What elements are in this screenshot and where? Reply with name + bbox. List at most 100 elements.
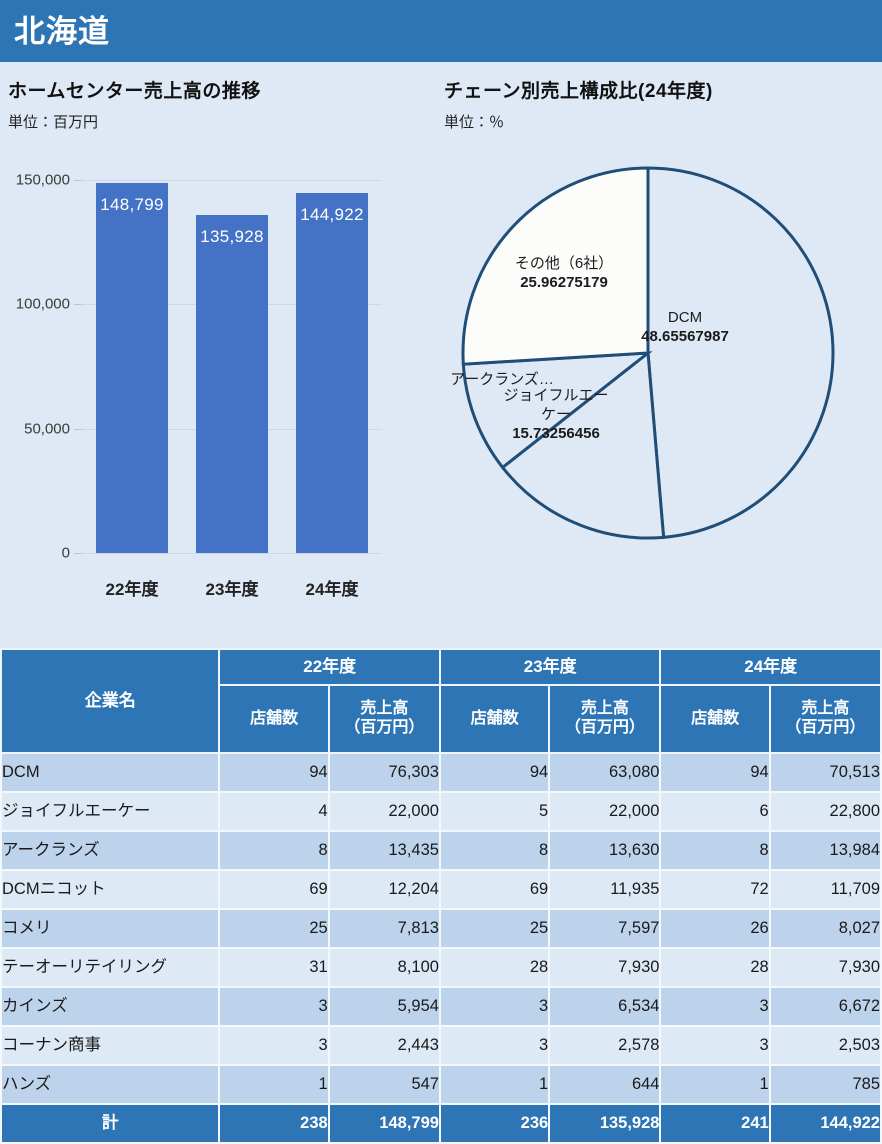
table-header-sales-24: 売上高 （百万円） — [768, 684, 882, 754]
cell-store-count: 72 — [659, 869, 771, 910]
cell-total-store-count: 241 — [659, 1103, 771, 1144]
bar-chart-tick — [74, 428, 82, 430]
pie-label-name: アークランズ… — [450, 371, 554, 388]
sub-line1: 店舗数 — [250, 709, 299, 727]
table-row: テーオーリテイリング 31 8,100 28 7,930 28 7,930 — [0, 947, 882, 988]
table-row-total: 計 238 148,799 236 135,928 241 144,922 — [0, 1103, 882, 1144]
bar-chart-tick — [74, 553, 82, 554]
pie-label-value: 48.65567987 — [641, 328, 729, 346]
cell-sales-amount: 22,000 — [327, 791, 441, 832]
pie-label-other: その他（6社） 25.96275179 — [474, 254, 654, 292]
bar-chart-unit: 単位：百万円 — [8, 114, 99, 131]
cell-sales-amount: 13,630 — [548, 830, 662, 871]
table-row: コメリ 25 7,813 25 7,597 26 8,027 — [0, 908, 882, 949]
cell-company-name: DCM — [0, 752, 221, 793]
table-row: コーナン商事 3 2,443 3 2,578 3 2,503 — [0, 1025, 882, 1066]
cell-sales-amount: 2,503 — [768, 1025, 882, 1066]
pie-chart-unit: 単位：％ — [444, 114, 505, 131]
bar-chart-bar[interactable]: 148,799 — [96, 183, 168, 553]
cell-sales-amount: 7,813 — [327, 908, 441, 949]
bar-chart-bar[interactable]: 144,922 — [296, 192, 368, 553]
cell-store-count: 3 — [218, 986, 330, 1027]
cell-store-count: 94 — [218, 752, 330, 793]
cell-sales-amount: 70,513 — [768, 752, 882, 793]
pie-slice[interactable] — [646, 166, 835, 539]
pie-slice[interactable] — [500, 350, 666, 540]
bar-chart-title: ホームセンター売上高の推移 — [8, 81, 261, 102]
cell-store-count: 3 — [438, 986, 551, 1027]
table-header-stores-23: 店舗数 — [438, 684, 551, 754]
pie-label-dcm: DCM 48.65567987 — [620, 308, 750, 346]
cell-store-count: 8 — [438, 830, 551, 871]
pie-chart-svg — [461, 166, 835, 540]
table-body: DCM 94 76,303 94 63,080 94 70,513 ジョイフルエーケー 4 22,… — [0, 752, 882, 1144]
cell-store-count: 94 — [438, 752, 551, 793]
pie-slice[interactable] — [461, 351, 653, 470]
bar-chart-tick — [74, 180, 82, 181]
bar-chart-gridline — [82, 553, 382, 554]
bar-chart-tick — [74, 304, 82, 306]
bar-category-label: 22年度 — [105, 580, 159, 599]
cell-company-name: コーナン商事 — [0, 1025, 221, 1066]
bar-rect — [296, 192, 368, 553]
pie-label-name: その他（6社） — [514, 255, 614, 272]
sales-table: 企業名 22年度 23年度 24年度 店舗数 売上高 （百万円） 店舗数 売上高… — [0, 648, 882, 1144]
bar-chart-y-tick-label: 50,000 — [24, 420, 70, 438]
cell-store-count: 1 — [438, 1064, 551, 1105]
cell-total-store-count: 238 — [218, 1103, 330, 1144]
pie-slice[interactable] — [461, 166, 650, 366]
cell-sales-amount: 12,204 — [327, 869, 441, 910]
cell-store-count: 69 — [218, 869, 330, 910]
bar-chart-plot: 0 50,000 100,000 150,000 148,799 22年度 135,928 2… — [0, 162, 438, 648]
cell-store-count: 3 — [659, 986, 771, 1027]
table-row: ジョイフルエーケー 4 22,000 5 22,000 6 22,800 — [0, 791, 882, 832]
cell-sales-amount: 63,080 — [548, 752, 662, 793]
cell-sales-amount: 22,800 — [768, 791, 882, 832]
cell-sales-amount: 11,935 — [548, 869, 662, 910]
cell-sales-amount: 7,930 — [548, 947, 662, 988]
cell-sales-amount: 547 — [327, 1064, 441, 1105]
cell-sales-amount: 76,303 — [327, 752, 441, 793]
bar-chart-y-tick-label: 100,000 — [15, 295, 70, 313]
cell-company-name: カインズ — [0, 986, 221, 1027]
bar-category-label: 24年度 — [305, 580, 359, 599]
cell-store-count: 69 — [438, 869, 551, 910]
cell-company-name: ハンズ — [0, 1064, 221, 1105]
cell-sales-amount: 13,435 — [327, 830, 441, 871]
cell-store-count: 3 — [218, 1025, 330, 1066]
pie-label-joyful: ジョイフルエーケー 15.73256456 — [500, 386, 612, 444]
sub-line1: 店舗数 — [470, 709, 519, 727]
table-head-row-years: 企業名 22年度 23年度 24年度 — [0, 648, 882, 754]
sub-line2: （百万円） — [344, 719, 425, 736]
cell-store-count: 8 — [659, 830, 771, 871]
cell-total-sales-amount: 135,928 — [548, 1103, 662, 1144]
bar-value-label: 135,928 — [200, 227, 264, 246]
cell-store-count: 31 — [218, 947, 330, 988]
cell-company-name: アークランズ — [0, 830, 221, 871]
bar-chart-bar[interactable]: 135,928 — [196, 215, 268, 553]
cell-store-count: 94 — [659, 752, 771, 793]
cell-store-count: 25 — [438, 908, 551, 949]
table-header-sales-22: 売上高 （百万円） — [327, 684, 441, 754]
cell-sales-amount: 11,709 — [768, 869, 882, 910]
cell-sales-amount: 5,954 — [327, 986, 441, 1027]
table-header-stores-24: 店舗数 — [659, 684, 771, 754]
sub-line2: （百万円） — [564, 719, 645, 736]
bar-value-label: 148,799 — [100, 195, 164, 214]
cell-store-count: 28 — [438, 947, 551, 988]
bar-rect — [196, 215, 268, 553]
table-header-sales-23: 売上高 （百万円） — [548, 684, 662, 754]
cell-company-name: DCMニコット — [0, 869, 221, 910]
table-head-row-subs: 店舗数 売上高 （百万円） 店舗数 売上高 （百万円） 店舗数 売上高 （百万円… — [1, 684, 882, 754]
cell-total-sales-amount: 148,799 — [327, 1103, 441, 1144]
cell-sales-amount: 644 — [548, 1064, 662, 1105]
cell-store-count: 4 — [218, 791, 330, 832]
bar-chart-y-tick-label: 0 — [61, 544, 70, 562]
cell-sales-amount: 7,930 — [768, 947, 882, 988]
cell-company-name: ジョイフルエーケー — [0, 791, 221, 832]
table-row: DCM 94 76,303 94 63,080 94 70,513 — [0, 752, 882, 793]
table-row: アークランズ 8 13,435 8 13,630 8 13,984 — [0, 830, 882, 871]
cell-sales-amount: 6,672 — [768, 986, 882, 1027]
table-header-year-24: 24年度 — [659, 648, 882, 686]
cell-total-sales-amount: 144,922 — [768, 1103, 882, 1144]
